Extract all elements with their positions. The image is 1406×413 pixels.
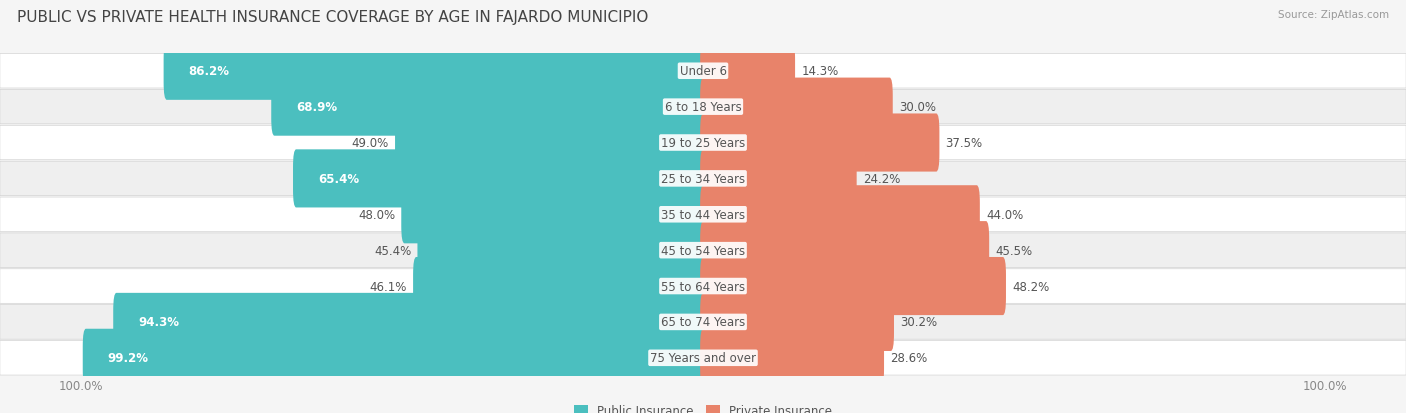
FancyBboxPatch shape <box>700 78 893 136</box>
FancyBboxPatch shape <box>700 329 884 387</box>
Text: 35 to 44 Years: 35 to 44 Years <box>661 208 745 221</box>
FancyBboxPatch shape <box>114 293 706 351</box>
Text: Under 6: Under 6 <box>679 65 727 78</box>
Text: 14.3%: 14.3% <box>801 65 838 78</box>
FancyBboxPatch shape <box>700 257 1005 316</box>
Text: 37.5%: 37.5% <box>946 137 983 150</box>
Text: 28.6%: 28.6% <box>890 351 928 364</box>
Text: Source: ZipAtlas.com: Source: ZipAtlas.com <box>1278 10 1389 20</box>
Text: 30.2%: 30.2% <box>900 316 938 329</box>
FancyBboxPatch shape <box>413 257 706 316</box>
Text: PUBLIC VS PRIVATE HEALTH INSURANCE COVERAGE BY AGE IN FAJARDO MUNICIPIO: PUBLIC VS PRIVATE HEALTH INSURANCE COVER… <box>17 10 648 25</box>
FancyBboxPatch shape <box>0 233 1406 268</box>
Text: 49.0%: 49.0% <box>352 137 389 150</box>
Text: 55 to 64 Years: 55 to 64 Years <box>661 280 745 293</box>
FancyBboxPatch shape <box>0 55 1406 89</box>
FancyBboxPatch shape <box>271 78 706 136</box>
FancyBboxPatch shape <box>83 329 706 387</box>
FancyBboxPatch shape <box>700 221 990 280</box>
FancyBboxPatch shape <box>0 162 1406 196</box>
Text: 65.4%: 65.4% <box>318 173 359 185</box>
FancyBboxPatch shape <box>700 114 939 172</box>
FancyBboxPatch shape <box>0 269 1406 304</box>
Text: 45 to 54 Years: 45 to 54 Years <box>661 244 745 257</box>
Text: 19 to 25 Years: 19 to 25 Years <box>661 137 745 150</box>
FancyBboxPatch shape <box>0 341 1406 375</box>
FancyBboxPatch shape <box>700 150 856 208</box>
Text: 75 Years and over: 75 Years and over <box>650 351 756 364</box>
FancyBboxPatch shape <box>292 150 706 208</box>
FancyBboxPatch shape <box>418 221 706 280</box>
FancyBboxPatch shape <box>0 305 1406 339</box>
Text: 99.2%: 99.2% <box>108 351 149 364</box>
FancyBboxPatch shape <box>700 186 980 244</box>
FancyBboxPatch shape <box>395 114 706 172</box>
FancyBboxPatch shape <box>0 90 1406 125</box>
Text: 45.5%: 45.5% <box>995 244 1032 257</box>
Text: 30.0%: 30.0% <box>898 101 936 114</box>
FancyBboxPatch shape <box>0 126 1406 160</box>
FancyBboxPatch shape <box>0 197 1406 232</box>
Text: 86.2%: 86.2% <box>188 65 229 78</box>
Text: 45.4%: 45.4% <box>374 244 411 257</box>
Text: 48.0%: 48.0% <box>359 208 395 221</box>
Text: 65 to 74 Years: 65 to 74 Years <box>661 316 745 329</box>
Text: 68.9%: 68.9% <box>297 101 337 114</box>
Text: 94.3%: 94.3% <box>138 316 179 329</box>
Text: 6 to 18 Years: 6 to 18 Years <box>665 101 741 114</box>
FancyBboxPatch shape <box>700 43 794 101</box>
FancyBboxPatch shape <box>700 293 894 351</box>
Text: 44.0%: 44.0% <box>986 208 1024 221</box>
FancyBboxPatch shape <box>163 43 706 101</box>
Text: 46.1%: 46.1% <box>370 280 406 293</box>
Text: 24.2%: 24.2% <box>863 173 900 185</box>
Legend: Public Insurance, Private Insurance: Public Insurance, Private Insurance <box>569 399 837 413</box>
FancyBboxPatch shape <box>401 186 706 244</box>
Text: 48.2%: 48.2% <box>1012 280 1049 293</box>
Text: 25 to 34 Years: 25 to 34 Years <box>661 173 745 185</box>
